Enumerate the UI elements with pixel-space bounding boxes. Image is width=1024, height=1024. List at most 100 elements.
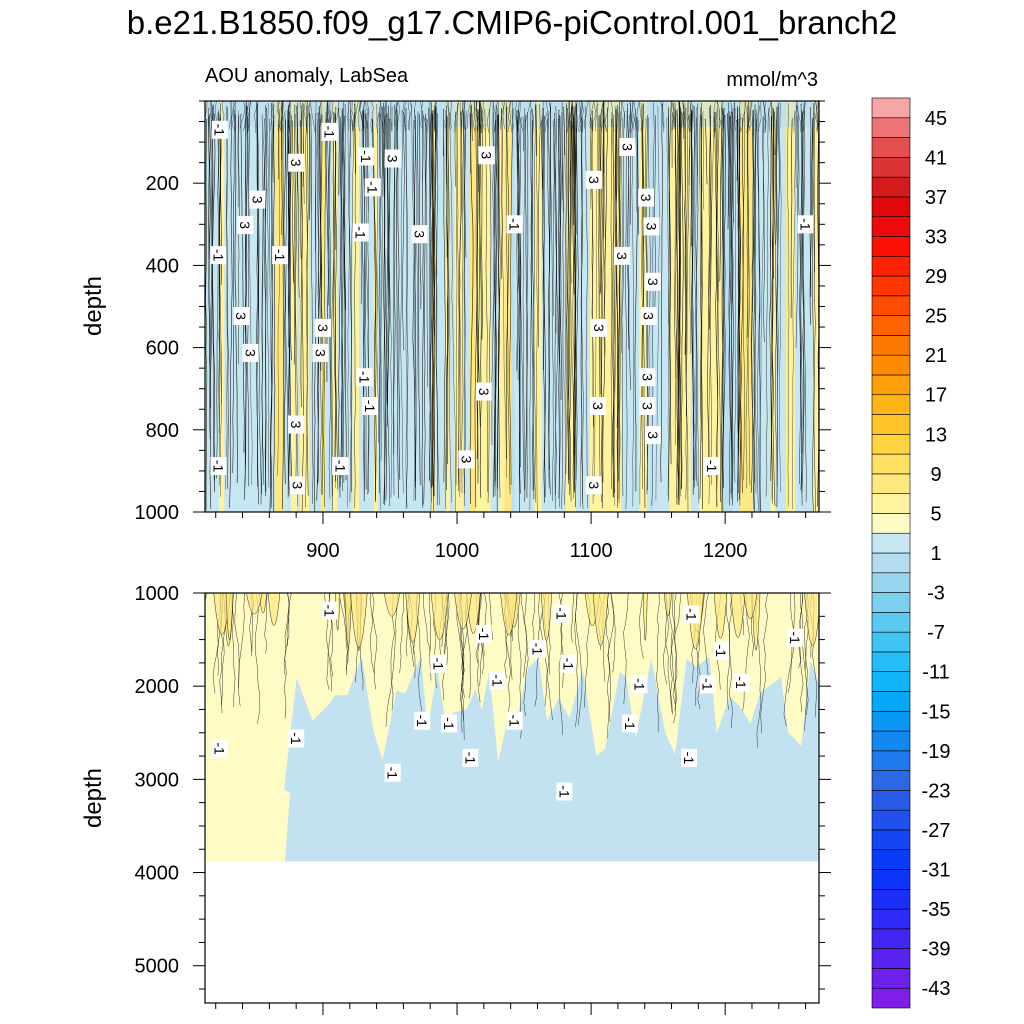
lower-contour-label: -1 [414,711,431,730]
upper-contour-line [677,101,680,501]
lower-contour-label: -1 [211,739,228,758]
upper-contour-line [575,103,579,480]
colorbar-tick-label: 13 [925,424,947,446]
upper-surface-contour [480,101,485,131]
upper-contour-line [448,119,452,503]
upper-contour-line [573,110,577,492]
upper-contour-line [244,106,248,500]
upper-contour-line [516,109,519,381]
upper-surface-contour [229,101,234,130]
upper-surface-contour [678,101,681,133]
upper-contour-line [283,119,286,485]
upper-contour-line [771,116,776,506]
upper-contour-line [305,105,308,508]
upper-surface-contour [793,101,798,133]
lower-contour-line [783,593,796,727]
upper-surface-contour [397,101,401,131]
lower-label-text: -1 [787,631,803,644]
upper-contour-line [531,109,535,500]
upper-contour-line [600,109,604,292]
upper-label-box [332,457,349,475]
upper-contour-line [795,116,799,348]
lower-y-tick-label: 5000 [135,956,180,978]
upper-contour-line [634,117,639,492]
upper-contour-line [247,108,250,487]
colorbar-tick-label: 5 [930,503,941,525]
upper-contour-line [776,102,780,508]
upper-surface-contour [383,101,386,133]
colorbar-swatch [871,572,911,593]
lower-contour-line [456,593,464,733]
upper-surface-contour [359,101,364,132]
upper-contour-line [696,103,699,176]
upper-label-text: -1 [798,218,814,231]
upper-band [650,101,653,512]
upper-contour-line [430,102,434,486]
colorbar-swatch [871,968,911,989]
lower-contour-line [575,593,583,726]
lower-contour-label: -1 [699,675,716,694]
lower-label-box [786,628,803,647]
colorbar-swatch [871,829,911,851]
upper-contour-line [487,109,492,504]
upper-surface-contour [770,101,775,130]
upper-label-box [211,120,228,139]
upper-band [740,101,745,512]
units-label: mmol/m^3 [726,69,818,91]
upper-contour-line [291,120,294,283]
upper-contour-line [393,106,396,496]
lower-contour-line [672,593,678,705]
upper-x-tick-label: 1200 [703,540,748,562]
upper-contour-line [765,107,769,497]
upper-contour-line [728,111,732,506]
upper-contour-line [383,106,386,504]
upper-surface-contour [801,101,806,132]
upper-contour-line [740,117,745,494]
upper-label-box [288,415,305,434]
lower-contour-label: -1 [489,671,506,690]
upper-surface-contour [738,101,741,133]
upper-contour-label: -1 [357,147,374,166]
lower-y-tick-label: 3000 [135,769,180,791]
upper-contour-line [680,112,684,490]
lower-contour-line [760,593,768,733]
upper-contour-line [293,104,296,365]
colorbar-tick-label: -11 [922,662,949,684]
upper-surface-contour [366,101,370,130]
upper-surface-contour [299,101,302,133]
upper-surface-contour [463,101,466,129]
upper-contour-line [774,105,779,487]
upper-surface-contour [243,101,248,132]
lower-label-box [699,675,716,694]
lower-label-box [430,654,447,673]
upper-surface-contour [600,101,604,133]
upper-contour-line [396,110,401,480]
upper-surface-contour [357,101,361,132]
upper-contour-line [317,112,320,483]
upper-contour-line [386,113,390,309]
lower-positive-lobe [714,593,728,639]
lower-contour-line [234,593,241,707]
lower-positive-lobe [743,593,758,619]
lower-label-box [384,763,401,782]
lower-contour-line [656,593,660,733]
upper-surface-contour [466,101,472,130]
upper-label-box [233,307,250,325]
upper-contour-line [776,119,779,374]
upper-contour-line [268,118,272,490]
upper-label-text: -1 [362,400,378,413]
upper-contour-label: 3 [643,217,660,236]
colorbar-tick-label: 25 [925,306,947,328]
upper-contour-line [412,120,416,501]
upper-contour-line [709,115,712,485]
upper-label-text: -1 [210,460,226,473]
upper-contour-line [506,106,510,460]
colorbar-swatch [871,275,911,297]
upper-surface-contour [281,101,284,133]
upper-contour-line [414,109,418,482]
upper-surface-contour [576,101,578,134]
colorbar-swatch [871,117,911,138]
upper-label-text: -1 [322,126,338,139]
upper-contour-line [695,107,698,481]
colorbar-swatch [871,612,911,633]
